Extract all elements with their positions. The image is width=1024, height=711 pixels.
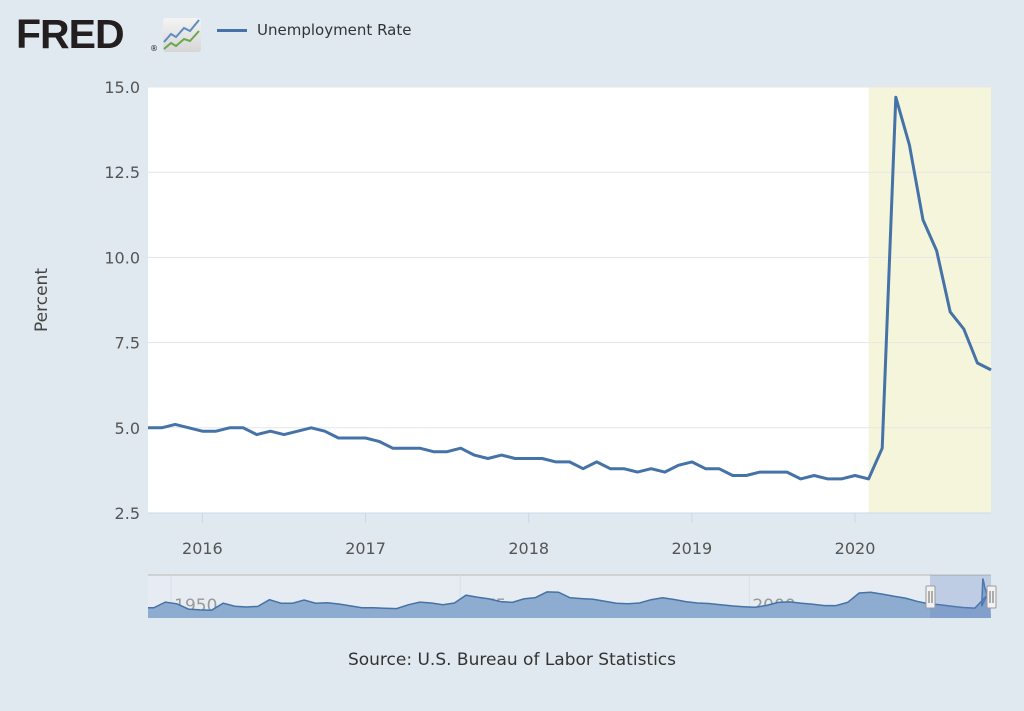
y-tick-label: 12.5 bbox=[104, 163, 140, 182]
legend[interactable]: Unemployment Rate bbox=[217, 21, 411, 39]
x-tick-label: 2018 bbox=[508, 539, 549, 558]
plot-area bbox=[148, 87, 991, 513]
x-tick-label: 2019 bbox=[672, 539, 713, 558]
fred-logo[interactable]: FRED bbox=[16, 11, 125, 57]
y-tick-label: 2.5 bbox=[115, 504, 140, 523]
legend-label: Unemployment Rate bbox=[257, 21, 412, 39]
navigator-handle-right[interactable] bbox=[986, 585, 997, 609]
x-tick-label: 2016 bbox=[182, 539, 223, 558]
y-tick-label: 10.0 bbox=[104, 248, 140, 267]
y-tick-label: 15.0 bbox=[104, 78, 140, 97]
y-tick-label: 5.0 bbox=[115, 419, 140, 438]
navigator-handle-left[interactable] bbox=[925, 585, 936, 609]
line-chart-icon bbox=[163, 18, 201, 52]
y-axis-label: Percent bbox=[32, 268, 52, 332]
registered-mark: ® bbox=[150, 44, 158, 53]
x-tick-label: 2020 bbox=[835, 539, 876, 558]
navigator-selection[interactable] bbox=[930, 575, 991, 618]
x-tick-label: 2017 bbox=[345, 539, 386, 558]
logo-text: FRED bbox=[16, 11, 125, 57]
chart: 2.5 5.0 7.5 10.0 12.5 15.0 2016 2017 2018 2019 202… bbox=[32, 78, 997, 618]
y-tick-label: 7.5 bbox=[115, 334, 140, 353]
legend-swatch bbox=[217, 28, 247, 32]
source-note: Source: U.S. Bureau of Labor Statistics bbox=[347, 650, 677, 670]
